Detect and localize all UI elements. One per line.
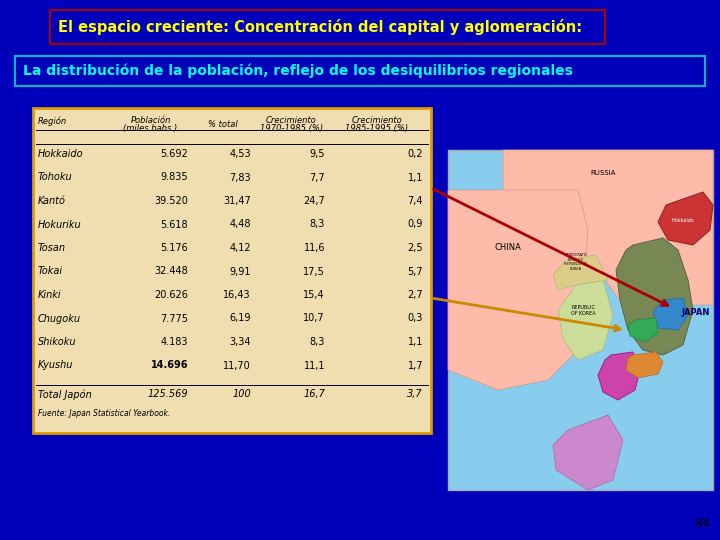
Text: 84: 84: [694, 517, 710, 530]
Text: 3,7: 3,7: [408, 389, 423, 399]
Polygon shape: [628, 318, 658, 342]
Text: 5.692: 5.692: [161, 149, 188, 159]
Polygon shape: [553, 415, 623, 490]
Text: % total: % total: [208, 120, 238, 129]
Polygon shape: [616, 238, 693, 355]
Polygon shape: [448, 190, 588, 390]
Bar: [33, 108, 431, 433]
Text: 39.520: 39.520: [154, 196, 188, 206]
Text: 24,7: 24,7: [303, 196, 325, 206]
Text: 5.176: 5.176: [161, 243, 188, 253]
Text: Kinki: Kinki: [38, 290, 62, 300]
Text: 5,7: 5,7: [408, 267, 423, 276]
Text: 2,7: 2,7: [408, 290, 423, 300]
Polygon shape: [503, 150, 713, 305]
Text: 9,5: 9,5: [310, 149, 325, 159]
Text: El espacio creciente: Concentración del capital y aglomeración:: El espacio creciente: Concentración del …: [58, 19, 582, 35]
Text: 10,7: 10,7: [303, 314, 325, 323]
Text: 16,43: 16,43: [223, 290, 251, 300]
Text: RUSSIA: RUSSIA: [590, 170, 616, 176]
Text: 16,7: 16,7: [303, 389, 325, 399]
Text: 15,4: 15,4: [303, 290, 325, 300]
Text: REPUBLIC
OF KOREA: REPUBLIC OF KOREA: [571, 305, 595, 316]
Text: 11,70: 11,70: [223, 361, 251, 370]
Text: 7,4: 7,4: [408, 196, 423, 206]
Text: 9.835: 9.835: [161, 172, 188, 183]
Text: 4,12: 4,12: [230, 243, 251, 253]
Text: 7,7: 7,7: [310, 172, 325, 183]
Text: La distribución de la población, reflejo de los desiquilibrios regionales: La distribución de la población, reflejo…: [23, 64, 573, 78]
Text: 11,6: 11,6: [304, 243, 325, 253]
Text: 3,34: 3,34: [230, 337, 251, 347]
Text: 4,53: 4,53: [230, 149, 251, 159]
Text: 17,5: 17,5: [303, 267, 325, 276]
Text: 1970-1985 (%): 1970-1985 (%): [260, 124, 323, 133]
Polygon shape: [558, 280, 613, 360]
Text: Total Japón: Total Japón: [38, 389, 91, 400]
Text: 7,83: 7,83: [230, 172, 251, 183]
Text: (miles habs.): (miles habs.): [123, 124, 178, 133]
Polygon shape: [598, 352, 640, 400]
Text: Crecimiento: Crecimiento: [266, 116, 317, 125]
Text: Hokkaido: Hokkaido: [672, 218, 694, 223]
Text: 8,3: 8,3: [310, 337, 325, 347]
Text: Tokai: Tokai: [38, 267, 63, 276]
Text: Hokkaido: Hokkaido: [38, 149, 84, 159]
Text: 1985-1995 (%): 1985-1995 (%): [346, 124, 408, 133]
Text: 1,1: 1,1: [408, 172, 423, 183]
Text: Shikoku: Shikoku: [38, 337, 76, 347]
Text: 6,19: 6,19: [230, 314, 251, 323]
Text: 4.183: 4.183: [161, 337, 188, 347]
Text: Región: Región: [38, 116, 67, 125]
Text: 100: 100: [233, 389, 251, 399]
Text: 1,1: 1,1: [408, 337, 423, 347]
Text: Kantó: Kantó: [38, 196, 66, 206]
Text: 14.696: 14.696: [150, 361, 188, 370]
Text: 7.775: 7.775: [160, 314, 188, 323]
Text: Población: Población: [130, 116, 171, 125]
Polygon shape: [658, 192, 713, 245]
Text: 31,47: 31,47: [223, 196, 251, 206]
Text: 5.618: 5.618: [161, 219, 188, 230]
Bar: [15, 56, 705, 86]
Text: 0,2: 0,2: [408, 149, 423, 159]
Text: DEMOCRATIC
PEOPLES
REPUBLIC OF
KOREA: DEMOCRATIC PEOPLES REPUBLIC OF KOREA: [564, 253, 588, 271]
Text: CHINA: CHINA: [495, 243, 521, 252]
Text: Tosan: Tosan: [38, 243, 66, 253]
Text: 0,9: 0,9: [408, 219, 423, 230]
Text: Fuente: Japan Statistical Yearbook.: Fuente: Japan Statistical Yearbook.: [38, 409, 170, 418]
Text: Kyushu: Kyushu: [38, 361, 73, 370]
Text: JAPAN: JAPAN: [682, 308, 710, 317]
Polygon shape: [626, 352, 663, 378]
Text: 125.569: 125.569: [148, 389, 188, 399]
Text: 1,7: 1,7: [408, 361, 423, 370]
Text: Hokuriku: Hokuriku: [38, 219, 81, 230]
Text: 4,48: 4,48: [230, 219, 251, 230]
Text: 32.448: 32.448: [154, 267, 188, 276]
Bar: [448, 150, 713, 490]
Text: 20.626: 20.626: [154, 290, 188, 300]
Text: Crecimiento: Crecimiento: [351, 116, 402, 125]
Text: 9,91: 9,91: [230, 267, 251, 276]
Polygon shape: [653, 298, 688, 330]
Text: Chugoku: Chugoku: [38, 314, 81, 323]
Text: 2,5: 2,5: [408, 243, 423, 253]
Text: 0,3: 0,3: [408, 314, 423, 323]
Text: 8,3: 8,3: [310, 219, 325, 230]
Text: Tohoku: Tohoku: [38, 172, 73, 183]
Bar: [50, 10, 605, 44]
Polygon shape: [553, 255, 608, 290]
Text: 11,1: 11,1: [304, 361, 325, 370]
